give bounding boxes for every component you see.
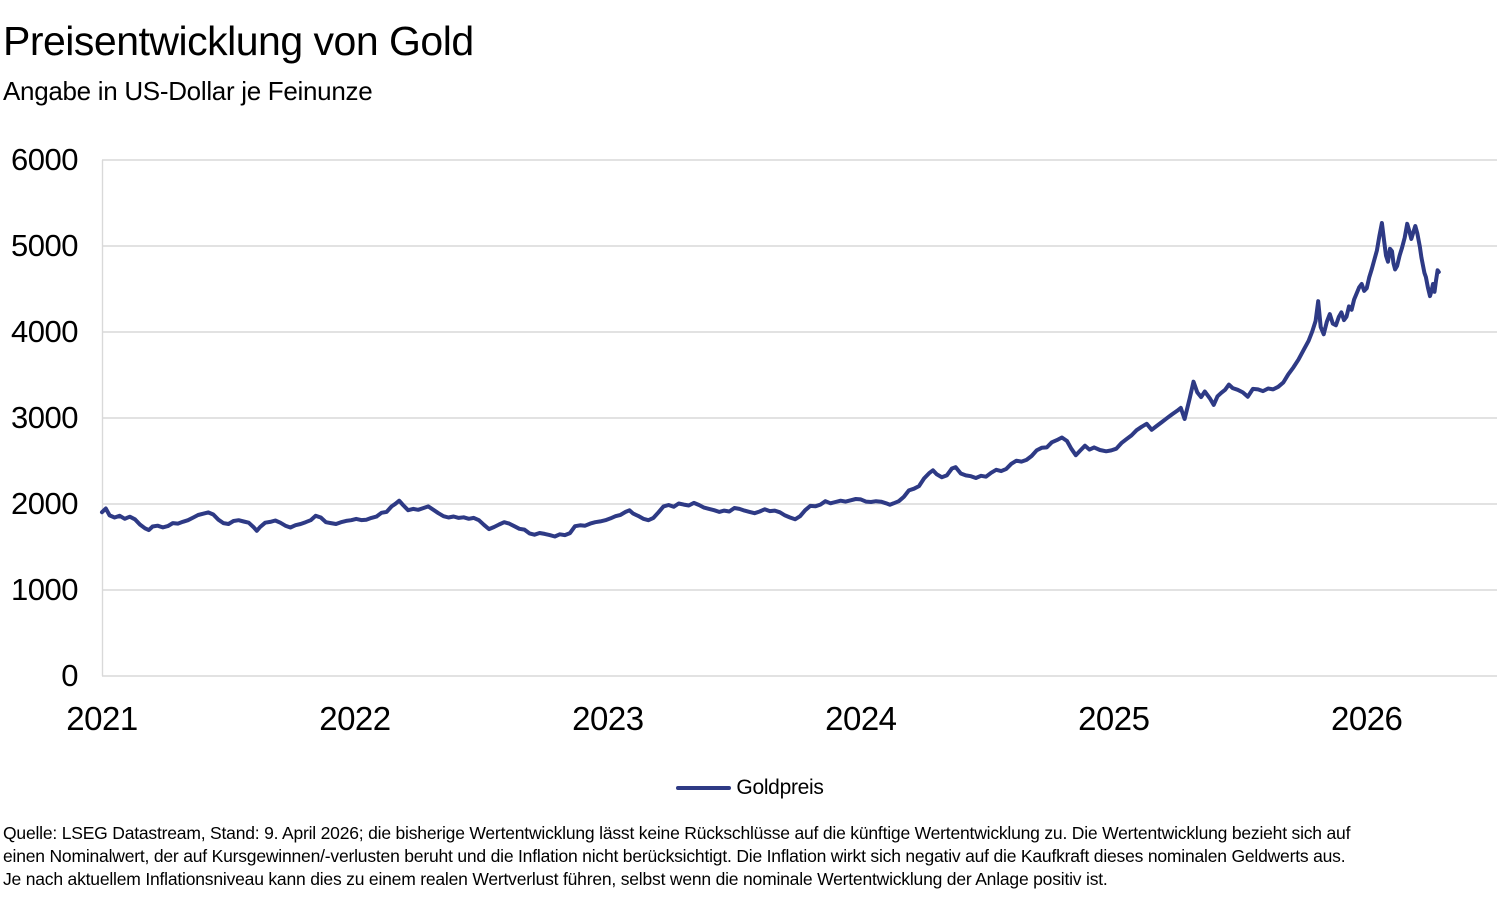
y-tick-label: 4000 <box>11 314 78 349</box>
x-tick-label: 2026 <box>1331 700 1403 737</box>
page-title: Preisentwicklung von Gold <box>3 18 474 64</box>
x-tick-label: 2021 <box>66 700 138 737</box>
x-tick-label: 2022 <box>319 700 391 737</box>
y-tick-label: 3000 <box>11 400 78 435</box>
y-tick-label: 5000 <box>11 228 78 263</box>
footer-line-1: Quelle: LSEG Datastream, Stand: 9. April… <box>3 823 1351 843</box>
y-tick-label: 2000 <box>11 486 78 521</box>
legend-line-swatch <box>676 785 732 791</box>
page-subtitle: Angabe in US-Dollar je Feinunze <box>3 76 373 106</box>
y-tick-label: 6000 <box>11 142 78 177</box>
x-tick-label: 2023 <box>572 700 644 737</box>
footer-line-2: einen Nominalwert, der auf Kursgewinnen/… <box>3 846 1346 866</box>
y-tick-label: 0 <box>61 658 78 693</box>
x-tick-label: 2025 <box>1078 700 1150 737</box>
source-disclaimer: Quelle: LSEG Datastream, Stand: 9. April… <box>3 822 1497 891</box>
legend-label: Goldpreis <box>736 776 824 799</box>
x-tick-label: 2024 <box>825 700 897 737</box>
legend: Goldpreis <box>0 773 1500 803</box>
footer-line-3: Je nach aktuellem Inflationsniveau kann … <box>3 869 1108 889</box>
y-tick-label: 1000 <box>11 572 78 607</box>
goldpreis-line-series <box>100 221 1441 539</box>
